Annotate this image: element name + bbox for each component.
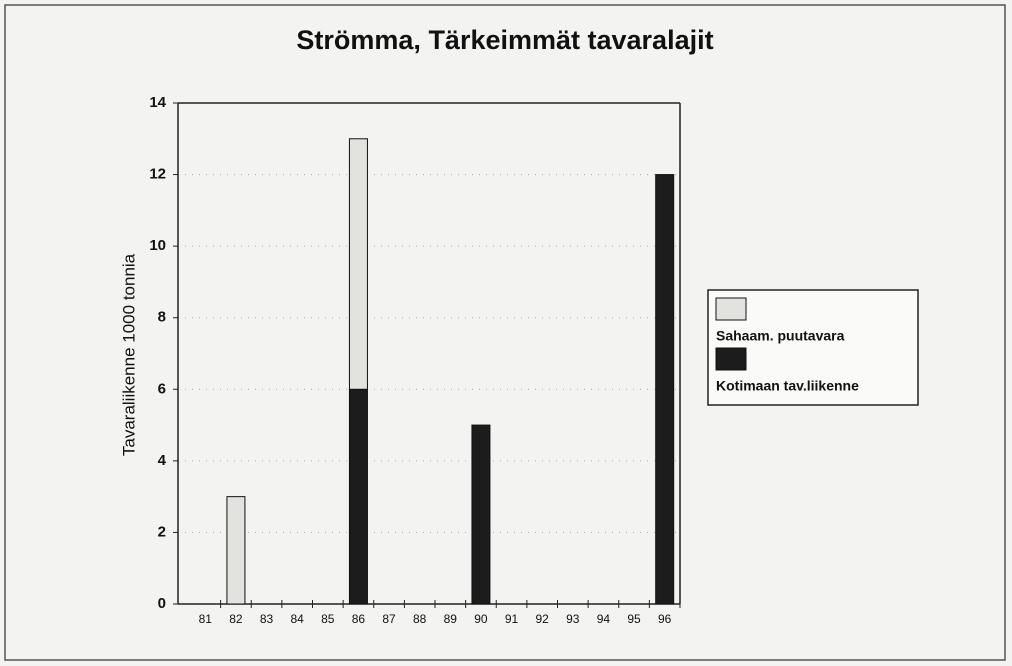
x-tick-label: 88	[413, 612, 427, 626]
x-tick-label: 93	[566, 612, 580, 626]
y-tick-label: 0	[158, 595, 166, 612]
x-tick-label: 94	[597, 612, 611, 626]
x-tick-label: 90	[474, 612, 488, 626]
y-tick-label: 4	[158, 452, 167, 469]
legend-swatch	[715, 347, 747, 371]
x-tick-label: 92	[536, 612, 550, 626]
bar-segment	[348, 388, 368, 605]
x-tick-label: 96	[658, 612, 672, 626]
y-tick-label: 10	[149, 237, 166, 254]
frame	[4, 4, 1006, 661]
x-tick-label: 89	[444, 612, 458, 626]
x-tick-label: 85	[321, 612, 335, 626]
y-tick-label: 12	[149, 166, 166, 183]
x-tick-label: 82	[229, 612, 243, 626]
x-tick-label: 86	[352, 612, 366, 626]
bar-segment	[348, 138, 368, 390]
bar-segment	[471, 424, 491, 605]
chart-title: Strömma, Tärkeimmät tavaralajit	[296, 25, 713, 55]
x-tick-label: 91	[505, 612, 519, 626]
legend-swatch	[715, 297, 747, 321]
y-tick-label: 8	[158, 309, 166, 326]
bar-segment	[226, 496, 246, 605]
legend-label: Kotimaan tav.liikenne	[716, 378, 859, 394]
y-axis-label: Tavaraliikenne 1000 tonnia	[119, 253, 138, 456]
y-tick-label: 2	[158, 523, 166, 540]
x-tick-label: 84	[291, 612, 305, 626]
y-tick-label: 6	[158, 380, 166, 397]
x-tick-label: 95	[627, 612, 641, 626]
x-tick-label: 83	[260, 612, 274, 626]
x-tick-label: 81	[199, 612, 213, 626]
x-tick-label: 87	[382, 612, 396, 626]
bar-segment	[655, 174, 675, 605]
legend-label: Sahaam. puutavara	[716, 328, 845, 344]
y-tick-label: 14	[149, 94, 166, 111]
